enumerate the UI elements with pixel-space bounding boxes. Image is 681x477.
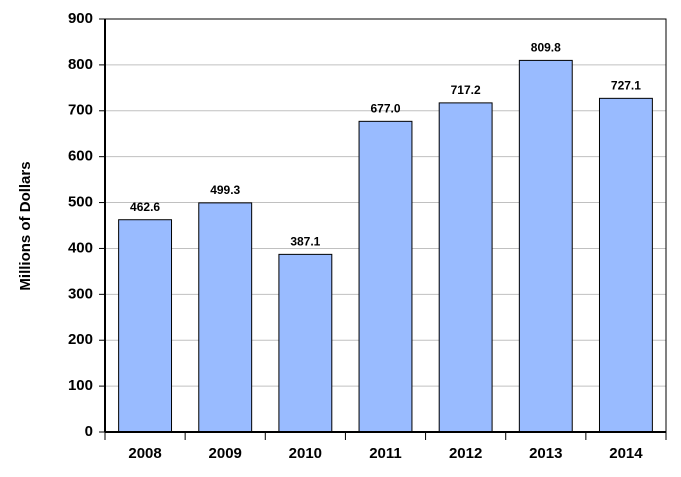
x-tick-label: 2014 bbox=[609, 445, 643, 462]
y-tick-label: 700 bbox=[68, 102, 93, 119]
y-tick-label: 500 bbox=[68, 194, 93, 211]
y-tick-label: 100 bbox=[68, 377, 93, 394]
y-tick-label: 900 bbox=[68, 10, 93, 27]
y-tick-label: 0 bbox=[85, 423, 93, 440]
value-label: 809.8 bbox=[531, 41, 561, 55]
bar bbox=[598, 97, 653, 433]
y-axis-label: Millions of Dollars bbox=[17, 161, 34, 290]
value-label: 677.0 bbox=[370, 102, 400, 116]
y-tick-label: 400 bbox=[68, 239, 93, 256]
y-tick-label: 800 bbox=[68, 56, 93, 73]
value-label: 462.6 bbox=[130, 200, 160, 214]
value-label: 727.1 bbox=[611, 79, 641, 93]
value-label: 717.2 bbox=[451, 83, 481, 97]
x-tick-label: 2008 bbox=[128, 445, 161, 462]
x-tick-label: 2010 bbox=[289, 445, 322, 462]
bar bbox=[278, 253, 333, 433]
x-tick-label: 2009 bbox=[209, 445, 242, 462]
value-label: 499.3 bbox=[210, 183, 240, 197]
bar bbox=[438, 102, 493, 433]
value-label: 387.1 bbox=[290, 235, 320, 249]
y-tick-label: 200 bbox=[68, 331, 93, 348]
y-tick-label: 300 bbox=[68, 285, 93, 302]
bar bbox=[358, 120, 413, 433]
bar bbox=[518, 59, 573, 433]
x-tick-label: 2013 bbox=[529, 445, 562, 462]
x-tick-label: 2011 bbox=[369, 445, 402, 462]
x-tick-label: 2012 bbox=[449, 445, 482, 462]
bar bbox=[198, 202, 253, 433]
y-tick-label: 600 bbox=[68, 148, 93, 165]
bar bbox=[118, 219, 173, 433]
